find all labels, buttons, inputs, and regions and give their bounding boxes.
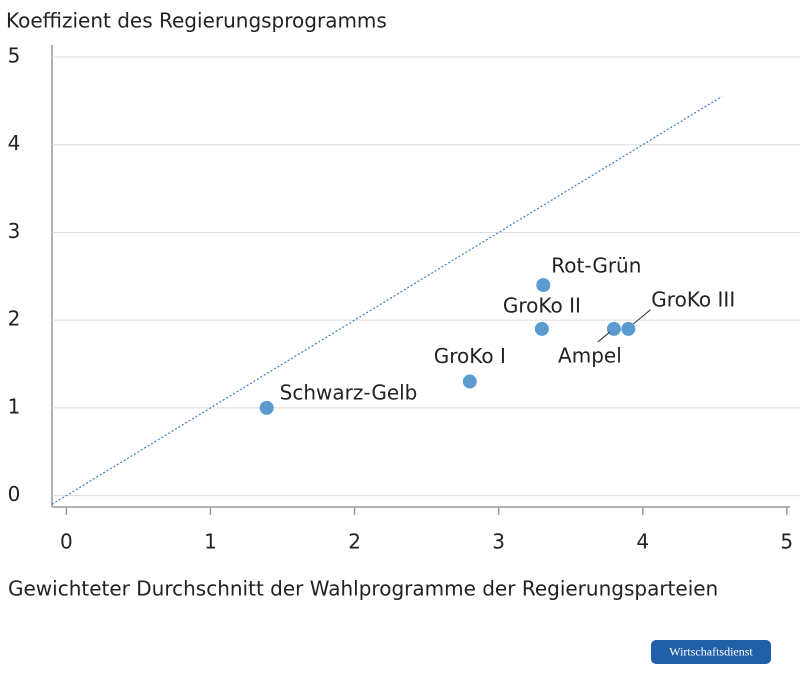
point-label: GroKo III [651,287,735,311]
x-tick-label: 3 [492,530,505,554]
x-tick-label: 0 [60,530,73,554]
x-tick-label: 2 [348,530,361,554]
point-label: Ampel [558,343,622,367]
reference-line [51,95,723,505]
leader-line [632,309,651,325]
point-label: Schwarz-Gelb [280,380,418,404]
point [536,278,551,293]
point [462,374,477,389]
y-tick-label: 4 [8,131,21,155]
y-tick-label: 1 [8,394,21,418]
point [259,400,274,415]
source-badge [651,640,771,664]
point [606,321,621,336]
x-axis-label: Gewichteter Durchschnitt der Wahlprogram… [8,577,718,601]
chart-title: Koeffizient des Regierungsprogramms [6,9,387,33]
y-tick-label: 3 [8,219,21,243]
point-label: GroKo I [434,344,506,368]
y-tick-label: 5 [8,44,21,68]
point-label: GroKo II [503,293,581,317]
leader-line [597,331,611,343]
point-label: Rot-Grün [551,254,641,278]
y-tick-label: 2 [8,307,21,331]
source-badge-text: Wirtschaftsdienst [669,644,753,658]
y-tick-label: 0 [8,482,21,506]
point [621,321,636,336]
x-tick-label: 5 [780,530,793,554]
x-tick-label: 4 [636,530,649,554]
x-tick-label: 1 [204,530,217,554]
point [534,321,549,336]
